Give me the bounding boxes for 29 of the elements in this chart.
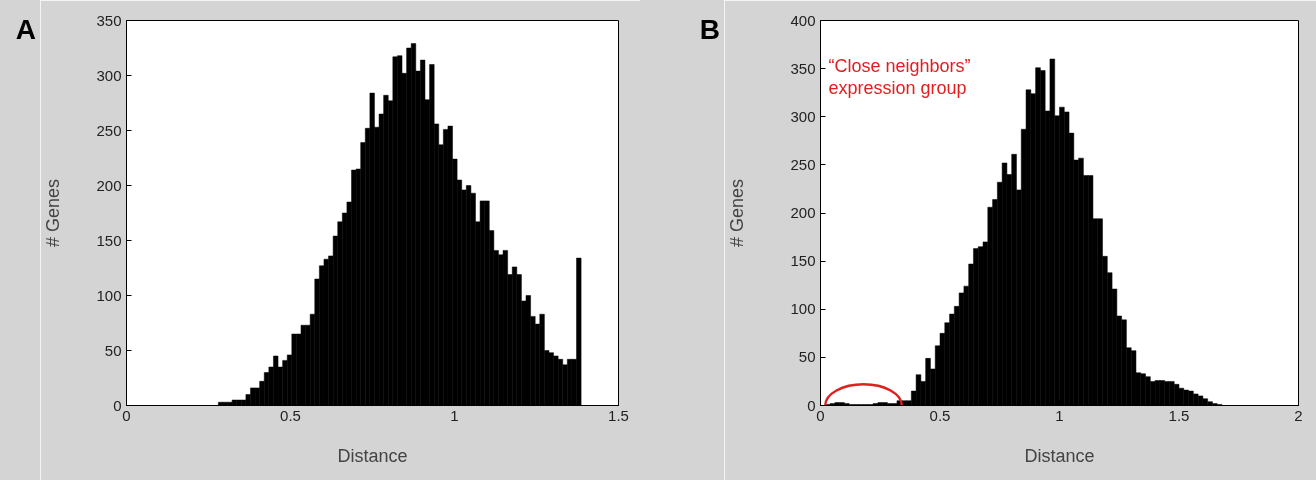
y-tick-label: 300: [96, 66, 122, 84]
y-tick-label: 150: [96, 231, 122, 249]
y-tick-label: 250: [790, 155, 816, 173]
y-tick-label: 350: [790, 59, 816, 77]
y-tick-label: 200: [790, 204, 816, 221]
y-tick-label: 50: [104, 341, 122, 359]
y-tick-label: 100: [96, 286, 122, 304]
y-tick-label: 300: [790, 107, 816, 125]
x-tick-label: 1.5: [1168, 406, 1190, 424]
x-tick-label: 1: [450, 406, 459, 424]
annotation: “Close neighbors” expression group: [828, 55, 971, 98]
y-tick-label: 50: [798, 348, 816, 366]
y-tick-label: 150: [790, 252, 816, 270]
x-tick-label: 2: [1294, 406, 1303, 424]
x-tick-label: 1: [1055, 406, 1064, 424]
x-axis-title: Distance: [1024, 445, 1095, 466]
y-tick-label: 350: [96, 11, 122, 29]
x-tick-label: 0.5: [280, 406, 301, 424]
x-axis-title: Distance: [337, 445, 408, 466]
y-tick-label: 200: [96, 176, 122, 194]
x-tick-label: 1.5: [608, 406, 629, 424]
y-tick-label: 250: [96, 121, 122, 139]
chart-title: B: [699, 13, 720, 47]
chart-title: A: [15, 13, 36, 47]
y-tick-label: 400: [790, 11, 816, 29]
y-axis-title: # Genes: [727, 178, 748, 248]
y-axis-title: # Genes: [43, 178, 64, 248]
y-tick-label: 100: [790, 300, 816, 318]
x-tick-label: 0.5: [929, 406, 951, 424]
